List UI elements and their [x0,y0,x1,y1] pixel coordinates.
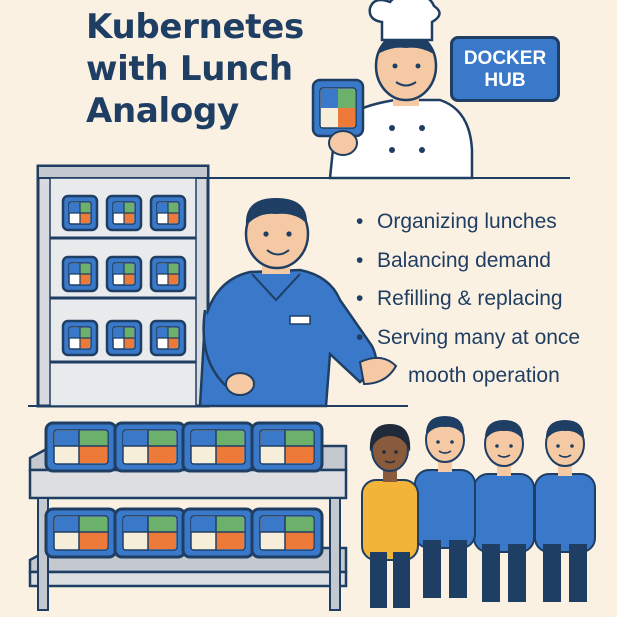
badge-line-1: DOCKER [463,48,547,69]
list-item: • Refilling & replacing [356,280,617,319]
list-item-text: Organizing lunches [377,210,557,233]
bullet-dot-icon: • [356,210,364,233]
shelf-lunchboxes [61,194,187,357]
bullet-dot-icon: • [356,248,364,272]
docker-hub-badge: DOCKER HUB [450,36,560,102]
feature-list: • Organizing lunches • Balancing demand • R… [356,203,617,396]
page-title: Kubernetes with Lunch Analogy [86,6,366,132]
list-item-text: Serving many at once [377,325,581,349]
list-item: • Organizing lunches [356,203,617,242]
badge-line-2: HUB [484,70,526,91]
customer-icon [361,415,596,608]
list-item: mooth operation [408,357,617,396]
list-item-text: mooth operation [408,364,560,387]
title-line-2: with Lunch [86,49,293,89]
bullet-dot-icon: • [356,287,364,310]
lunchbox-icon [311,78,365,138]
bullet-dot-icon: • [356,325,364,349]
list-item-text: Refilling & replacing [377,287,563,310]
list-item: • Serving many at once [356,319,617,358]
list-item: • Balancing demand [356,242,617,281]
chef-icon [311,0,474,180]
list-item-text: Balancing demand [377,248,551,272]
manager-icon [198,198,398,408]
title-line-3: Analogy [86,91,239,131]
title-line-1: Kubernetes [86,7,304,47]
